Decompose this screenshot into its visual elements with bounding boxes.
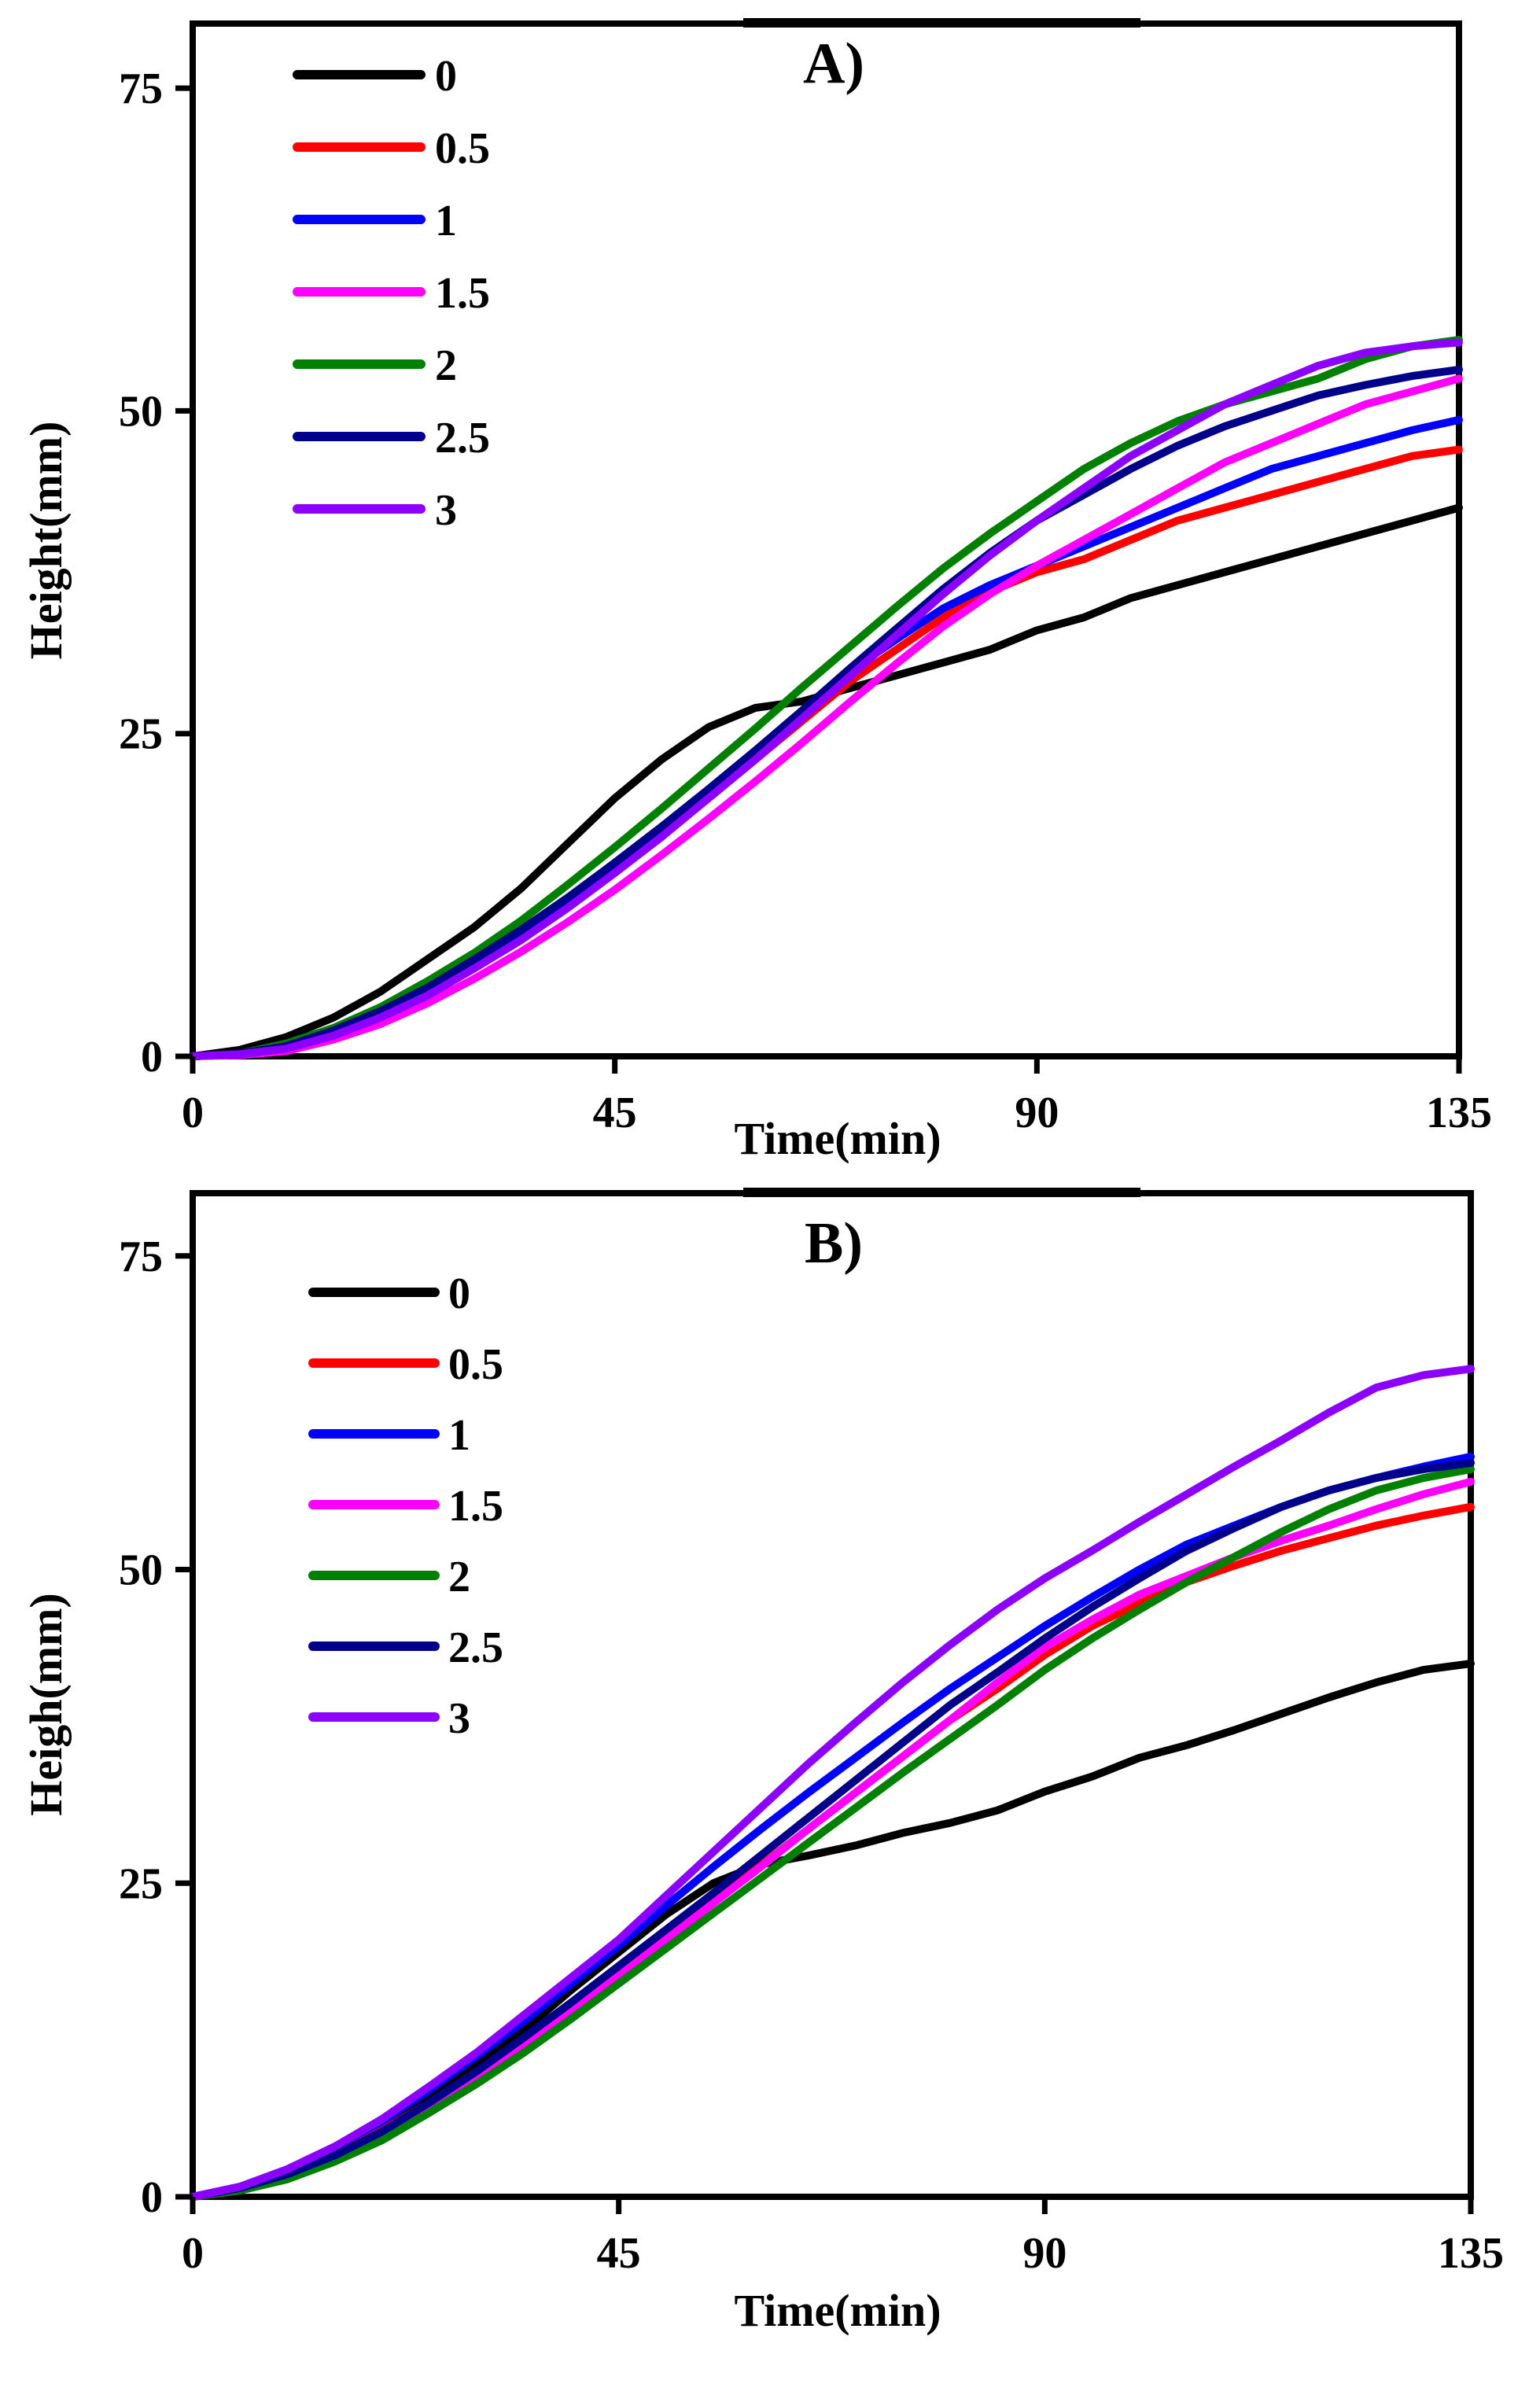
x-axis-label: Time(min) — [734, 1113, 941, 1164]
series-line-0 — [189, 503, 1463, 1060]
legend-label-2: 2 — [448, 1553, 470, 1601]
legend: 0 0.5 1 1.5 2 2.5 3 — [293, 52, 490, 535]
legend-label-1-5: 1.5 — [435, 269, 490, 318]
legend-label-3: 3 — [448, 1694, 470, 1743]
legend-label-0: 0 — [435, 52, 457, 101]
legend-label-2-5: 2.5 — [448, 1623, 503, 1672]
x-tick-label: 0 — [182, 2229, 204, 2278]
y-tick-label: 25 — [119, 1859, 163, 1908]
y-tick-label: 50 — [119, 1546, 163, 1595]
y-tick-label: 50 — [119, 387, 163, 436]
panel-a: 0 45 90 135 0 25 50 75 A) Time(min) Height(mm) 0 0.5… — [20, 18, 1492, 1164]
series-line-2 — [189, 1465, 1475, 2201]
series-line-3 — [189, 338, 1463, 1060]
series-line-0-5 — [189, 445, 1463, 1060]
legend-label-1: 1 — [448, 1411, 470, 1460]
x-tick-label: 45 — [597, 2229, 641, 2278]
x-tick-label: 135 — [1426, 1089, 1492, 1137]
series-line-1-5 — [189, 1477, 1475, 2201]
y-axis-label: Heigh(mm) — [20, 1593, 72, 1816]
y-tick-label: 75 — [119, 1233, 163, 1281]
chart-title: B) — [805, 1211, 863, 1276]
x-tick-label: 90 — [1015, 1089, 1059, 1137]
legend-label-0-5: 0.5 — [448, 1340, 503, 1389]
x-axis-label: Time(min) — [734, 2285, 941, 2336]
x-tick-label: 0 — [182, 1089, 204, 1137]
series-line-2-5 — [189, 1458, 1475, 2201]
chart-title: A) — [803, 31, 864, 96]
legend-label-2: 2 — [435, 341, 457, 390]
series-line-2-5 — [189, 365, 1463, 1060]
legend: 0 0.5 1 1.5 2 2.5 3 — [308, 1269, 503, 1743]
y-axis-label: Height(mm) — [20, 422, 72, 660]
series-line-1-5 — [189, 374, 1463, 1060]
x-tick-label: 45 — [593, 1089, 637, 1137]
x-tick-label: 135 — [1438, 2229, 1504, 2278]
legend-label-2-5: 2.5 — [435, 414, 490, 462]
legend-label-3: 3 — [435, 486, 457, 535]
series-line-3 — [189, 1365, 1475, 2201]
legend-label-0-5: 0.5 — [435, 124, 490, 173]
legend-label-0: 0 — [448, 1269, 470, 1318]
y-tick-label: 75 — [119, 64, 163, 113]
y-tick-label: 0 — [141, 2173, 163, 2222]
legend-label-1-5: 1.5 — [448, 1482, 503, 1531]
y-tick-label: 0 — [141, 1033, 163, 1081]
x-tick-label: 90 — [1022, 2229, 1067, 2278]
plot-frame — [190, 20, 1462, 1059]
y-tick-label: 25 — [119, 710, 163, 759]
plot-frame — [190, 1190, 1474, 2200]
panel-b: 0 45 90 135 0 25 50 75 B) Time(min) Heigh(mm) 0 0.5 1… — [20, 1188, 1504, 2336]
series-line-1 — [189, 415, 1463, 1060]
legend-label-1: 1 — [435, 197, 457, 245]
